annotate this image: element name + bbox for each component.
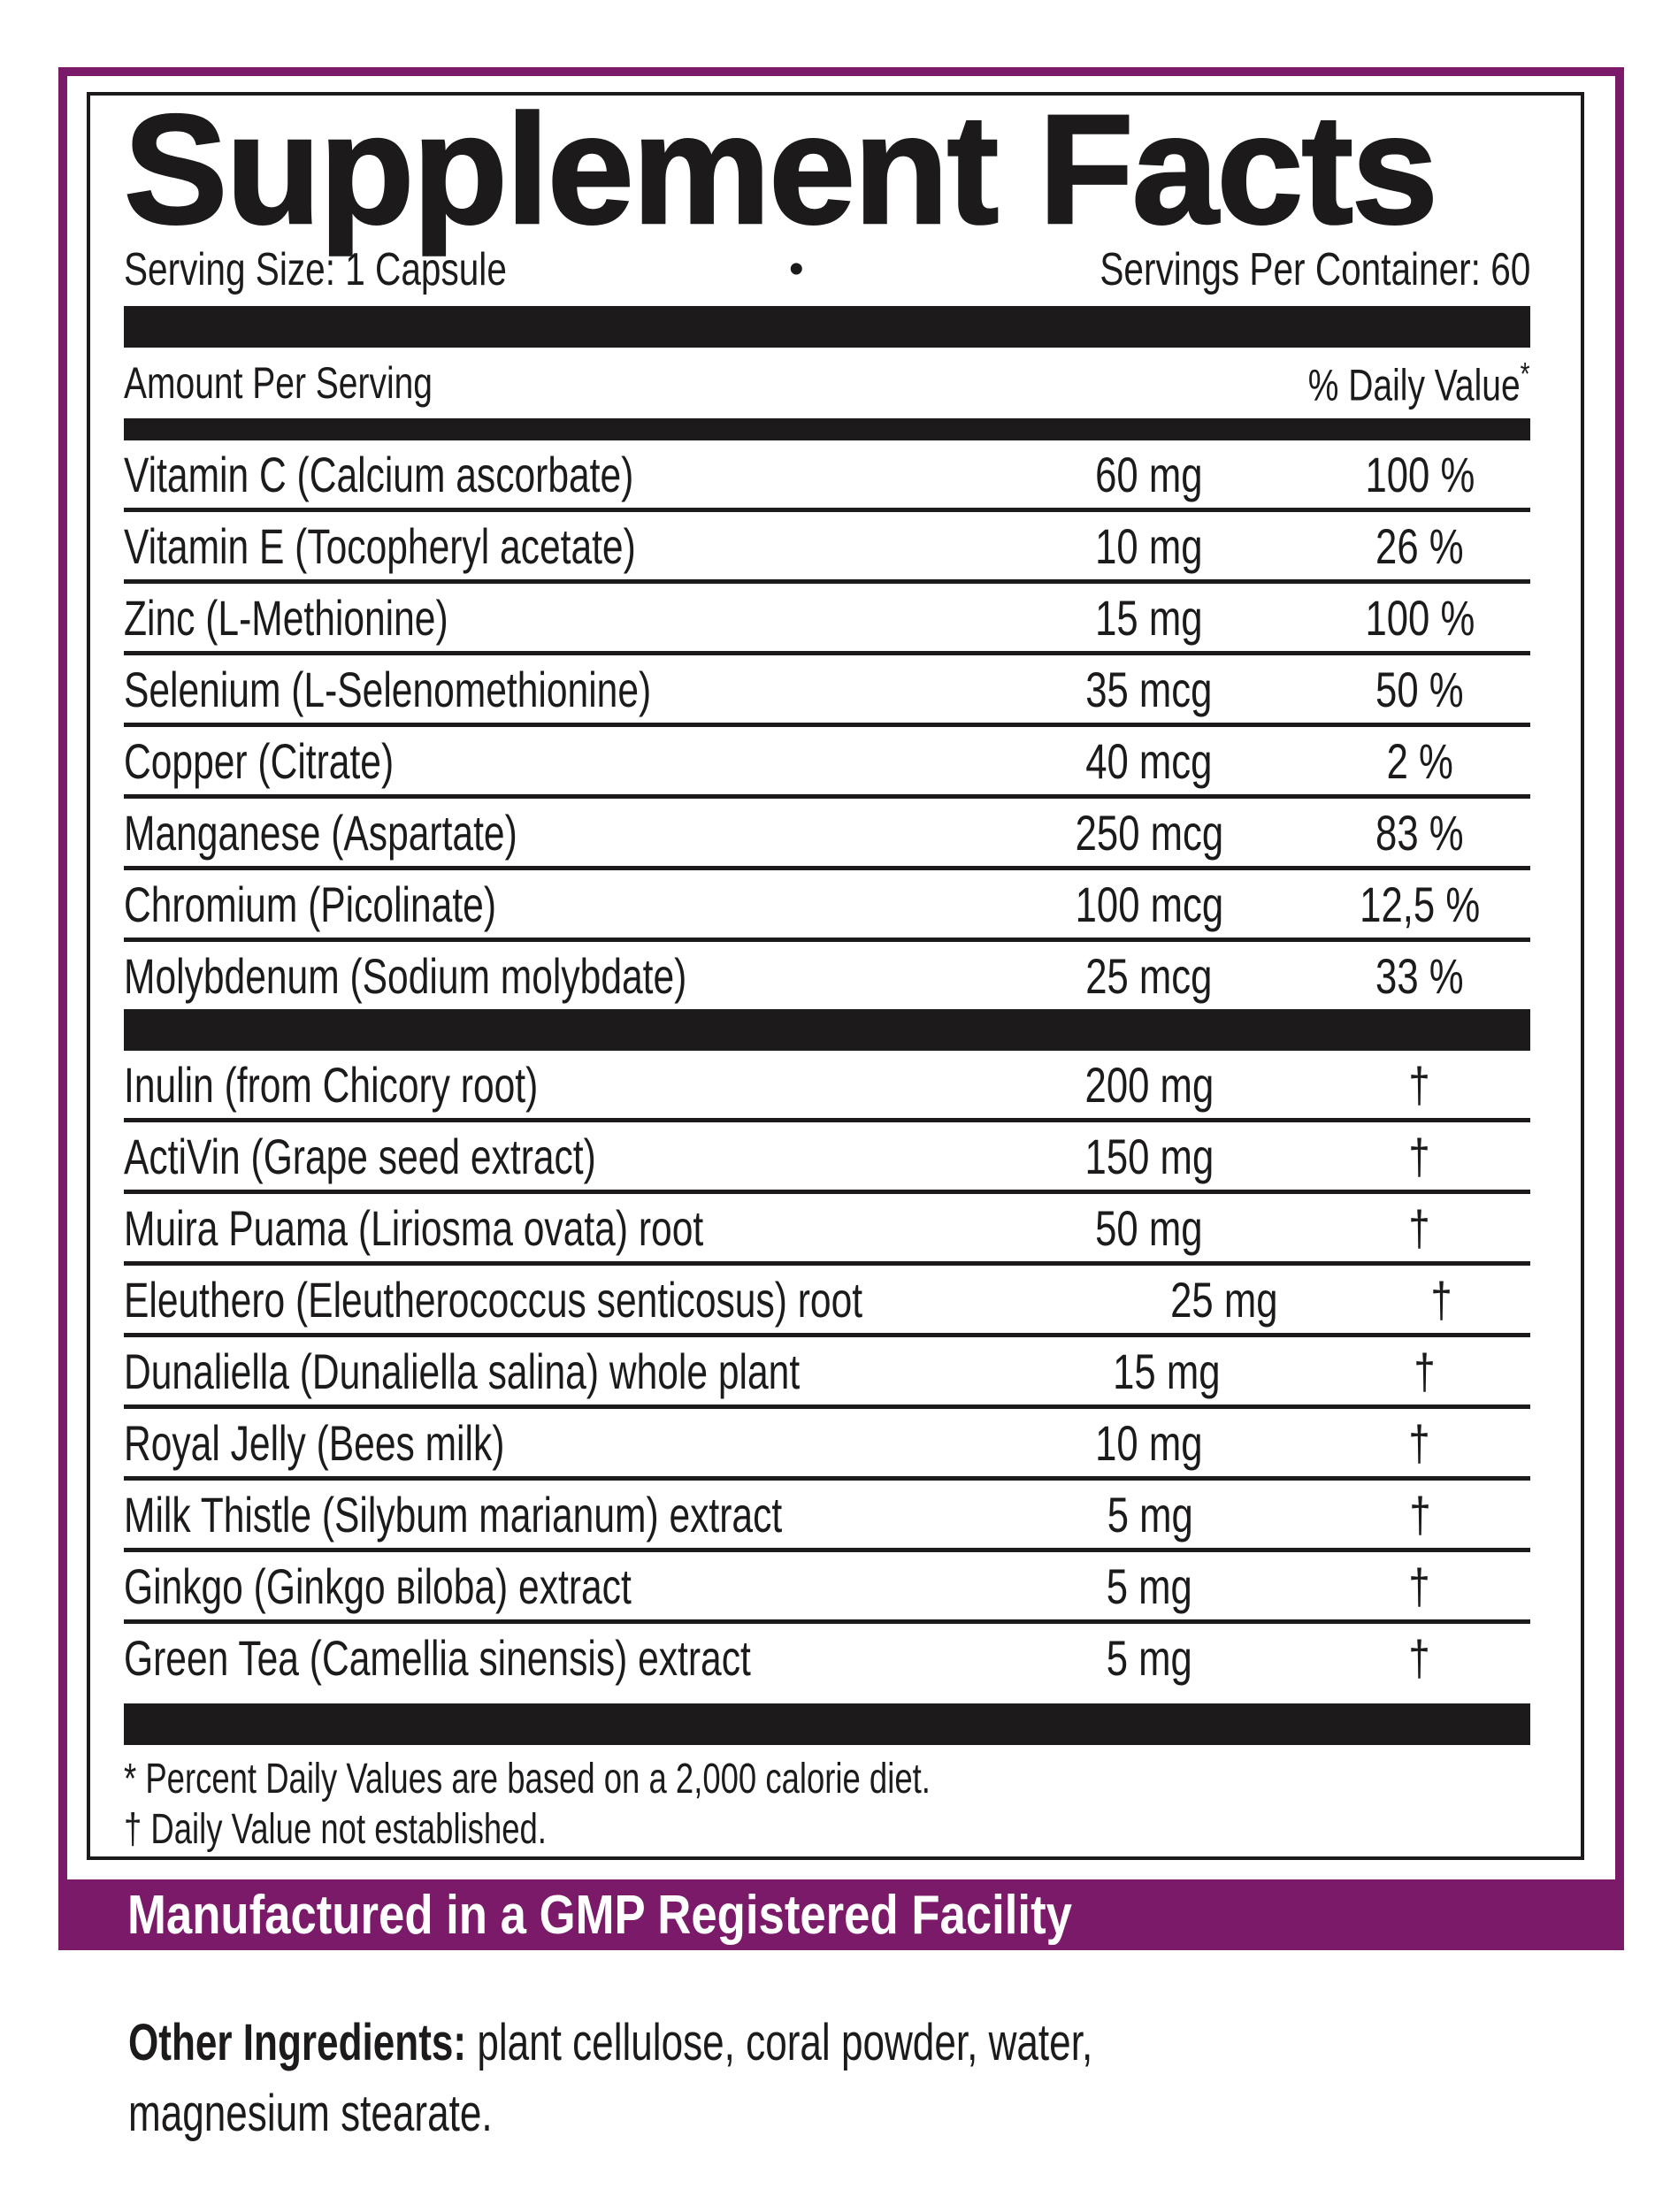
table-row: Zinc (L-Methionine) 15 mg 100 % — [124, 579, 1530, 651]
botanical-blend-group: Inulin (from Chicory root) 200 mg † Acti… — [124, 1051, 1530, 1691]
ingredient-daily-value: 83 % — [1375, 804, 1464, 861]
ingredient-amount: 250 mcg — [1075, 804, 1223, 861]
table-row: Dunaliella (Dunaliella salina) whole pla… — [124, 1333, 1530, 1405]
table-row: ActiVin (Grape seed extract) 150 mg † — [124, 1118, 1530, 1190]
ingredient-name: Ginkgo (Ginkgo вiloba) extract — [124, 1558, 632, 1614]
ingredient-amount: 60 mg — [1095, 446, 1203, 502]
ingredient-amount: 25 mg — [1170, 1271, 1278, 1328]
table-row: Manganese (Aspartate) 250 mcg 83 % — [124, 794, 1530, 866]
ingredient-name: Vitamin E (Tocopheryl acetate) — [124, 517, 636, 574]
ingredient-daily-value: † — [1414, 1343, 1436, 1399]
ingredient-daily-value: 50 % — [1375, 661, 1464, 717]
table-row: Green Tea (Camellia sinensis) extract 5 … — [124, 1619, 1530, 1691]
ingredient-name: Milk Thistle (Silybum marianum) extract — [124, 1486, 783, 1542]
ingredient-name: Copper (Citrate) — [124, 732, 395, 789]
other-ingredients-label: Other Ingredients: — [128, 2014, 467, 2071]
gmp-banner: Manufactured in a GMP Registered Facilit… — [67, 1879, 1615, 1950]
servings-per-container: Servings Per Container: 60 — [1100, 244, 1530, 295]
footnote-daily-values: * Percent Daily Values are based on a 2,… — [124, 1756, 931, 1803]
ingredient-daily-value: † — [1430, 1271, 1452, 1328]
amount-per-serving-header: Amount Per Serving — [124, 358, 433, 408]
ingredient-amount: 15 mg — [1095, 589, 1203, 646]
table-row: Muira Puama (Liriosma ovata) root 50 mg … — [124, 1190, 1530, 1261]
daily-value-asterisk: * — [1521, 355, 1530, 392]
ingredient-name: ActiVin (Grape seed extract) — [124, 1128, 596, 1184]
divider-bar-top — [124, 306, 1530, 348]
ingredient-daily-value: † — [1409, 1486, 1431, 1542]
serving-info-row: Serving Size: 1 Capsule • Servings Per C… — [124, 241, 1530, 299]
table-row: Royal Jelly (Bees milk) 10 mg † — [124, 1405, 1530, 1476]
ingredient-name: Zinc (L-Methionine) — [124, 589, 448, 646]
divider-bar-bottom — [124, 1703, 1530, 1745]
supplement-facts-box: Supplement Facts Serving Size: 1 Capsule… — [87, 83, 1584, 1860]
ingredient-daily-value: † — [1408, 1056, 1431, 1113]
ingredient-name: Manganese (Aspartate) — [124, 804, 517, 861]
ingredient-daily-value: 100 % — [1365, 446, 1475, 502]
ingredient-amount: 100 mcg — [1075, 876, 1223, 932]
ingredient-amount: 150 mg — [1084, 1128, 1214, 1184]
ingredient-daily-value: 12,5 % — [1360, 876, 1480, 932]
ingredient-amount: 5 mg — [1106, 1629, 1192, 1686]
footnotes: * Percent Daily Values are based on a 2,… — [124, 1754, 1530, 1855]
table-row: Milk Thistle (Silybum marianum) extract … — [124, 1476, 1530, 1548]
table-row: Chromium (Picolinate) 100 mcg 12,5 % — [124, 866, 1530, 938]
ingredient-daily-value: † — [1408, 1128, 1431, 1184]
ingredient-amount: 35 mcg — [1085, 661, 1213, 717]
other-ingredients-line1: plant cellulose, coral powder, water, — [466, 2014, 1093, 2071]
ingredient-name: Dunaliella (Dunaliella salina) whole pla… — [124, 1343, 801, 1399]
ingredient-daily-value: 33 % — [1375, 947, 1464, 1004]
serving-size: Serving Size: 1 Capsule — [124, 244, 507, 295]
table-row: Eleuthero (Eleutherococcus senticosus) r… — [124, 1261, 1530, 1333]
ingredient-name: Green Tea (Camellia sinensis) extract — [124, 1629, 751, 1686]
ingredient-name: Eleuthero (Eleutherococcus senticosus) r… — [124, 1271, 863, 1328]
ingredient-amount: 5 mg — [1107, 1486, 1193, 1542]
table-row: Vitamin E (Tocopheryl acetate) 10 mg 26 … — [124, 508, 1530, 579]
ingredient-amount: 25 mcg — [1085, 947, 1213, 1004]
ingredient-name: Selenium (L-Selenomethionine) — [124, 661, 652, 717]
ingredient-daily-value: † — [1408, 1414, 1431, 1471]
ingredient-amount: 15 mg — [1112, 1343, 1221, 1399]
ingredient-amount: 50 mg — [1095, 1199, 1203, 1256]
vitamins-minerals-group: Vitamin C (Calcium ascorbate) 60 mg 100 … — [124, 440, 1530, 1009]
table-row: Inulin (from Chicory root) 200 mg † — [124, 1051, 1530, 1118]
page-title: Supplement Facts — [123, 83, 1439, 256]
bullet-separator-icon: • — [788, 246, 804, 293]
purple-frame: Supplement Facts Serving Size: 1 Capsule… — [58, 67, 1624, 1950]
table-row: Ginkgo (Ginkgo вiloba) extract 5 mg † — [124, 1548, 1530, 1619]
ingredient-amount: 40 mcg — [1085, 732, 1213, 789]
ingredient-daily-value: † — [1408, 1629, 1431, 1686]
divider-bar-middle — [124, 1009, 1530, 1051]
ingredient-amount: 200 mg — [1084, 1056, 1214, 1113]
ingredient-name: Vitamin C (Calcium ascorbate) — [124, 446, 634, 502]
ingredient-daily-value: † — [1408, 1199, 1431, 1256]
ingredient-name: Molybdenum (Sodium molybdate) — [124, 947, 687, 1004]
other-ingredients-line2: magnesium stearate. — [128, 2085, 493, 2142]
footnote-dagger: † Daily Value not established. — [124, 1806, 547, 1853]
ingredient-name: Inulin (from Chicory root) — [124, 1056, 539, 1113]
table-header-row: Amount Per Serving % Daily Value* — [124, 348, 1530, 418]
table-row: Vitamin C (Calcium ascorbate) 60 mg 100 … — [124, 440, 1530, 508]
table-row: Selenium (L-Selenomethionine) 35 mcg 50 … — [124, 651, 1530, 723]
ingredient-daily-value: 26 % — [1375, 517, 1464, 574]
divider-bar-header — [124, 418, 1530, 440]
table-row: Molybdenum (Sodium molybdate) 25 mcg 33 … — [124, 938, 1530, 1009]
gmp-banner-text: Manufactured in a GMP Registered Facilit… — [127, 1884, 1072, 1946]
ingredient-amount: 10 mg — [1095, 1414, 1203, 1471]
other-ingredients: Other Ingredients: plant cellulose, cora… — [128, 2008, 1397, 2149]
ingredient-name: Chromium (Picolinate) — [124, 876, 496, 932]
table-row: Copper (Citrate) 40 mcg 2 % — [124, 723, 1530, 794]
ingredient-name: Muira Puama (Liriosma ovata) root — [124, 1199, 704, 1256]
ingredient-amount: 10 mg — [1095, 517, 1203, 574]
ingredient-daily-value: 2 % — [1386, 732, 1453, 789]
ingredient-amount: 5 mg — [1106, 1558, 1192, 1614]
ingredient-daily-value: 100 % — [1365, 589, 1475, 646]
daily-value-header: % Daily Value* — [1308, 355, 1530, 410]
ingredient-name: Royal Jelly (Bees milk) — [124, 1414, 505, 1471]
ingredient-daily-value: † — [1408, 1558, 1431, 1614]
